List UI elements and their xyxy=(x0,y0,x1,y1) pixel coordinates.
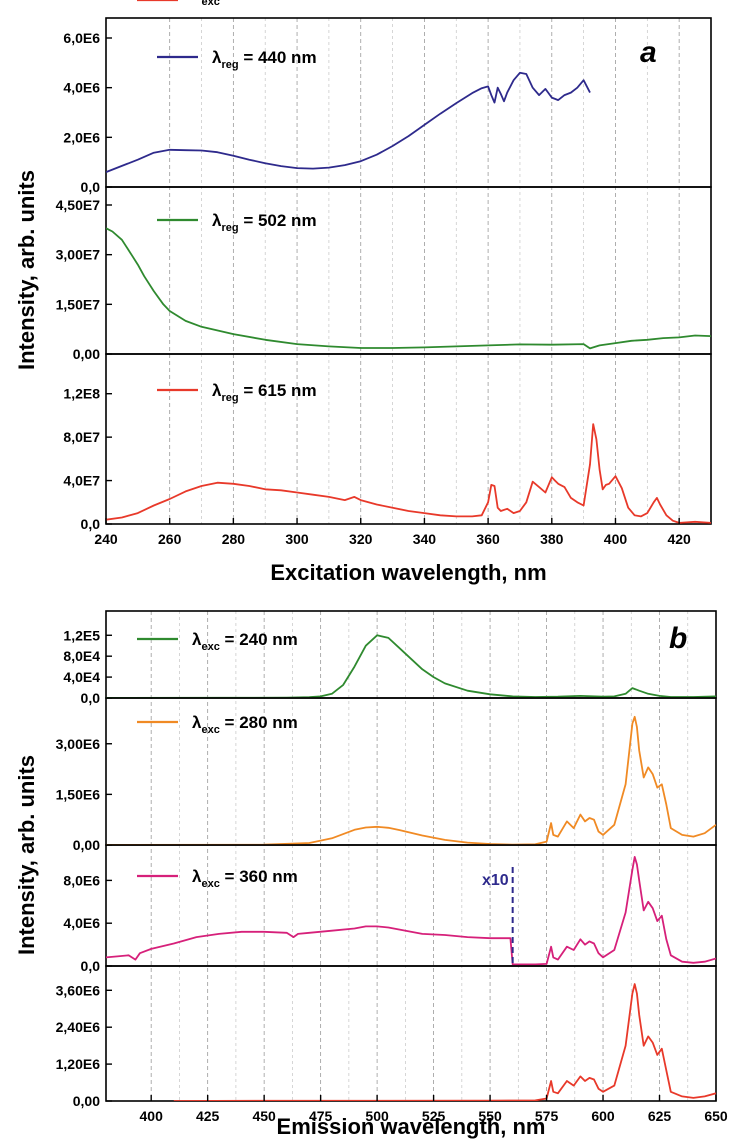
y-axis-title: Intensity, arb. units xyxy=(14,755,39,955)
y-tick-label: 3,00E6 xyxy=(56,736,101,752)
y-tick-label: 2,40E6 xyxy=(56,1019,101,1035)
series-line xyxy=(173,983,716,1101)
x-tick-label: 500 xyxy=(365,1108,389,1124)
x-tick-label: 400 xyxy=(604,531,628,547)
series-line xyxy=(106,856,716,966)
x-tick-label: 420 xyxy=(667,531,691,547)
y-tick-label: 0,0 xyxy=(81,958,101,974)
y-tick-label: 0,0 xyxy=(81,690,101,706)
y-tick-label: 8,0E6 xyxy=(63,872,100,888)
series-line xyxy=(106,423,711,524)
subplot-frame xyxy=(105,965,717,1102)
x-tick-label: 650 xyxy=(704,1108,728,1124)
x-tick-label: 300 xyxy=(285,531,309,547)
legend-label: λexc = 360 nm xyxy=(192,867,298,890)
x-tick-label: 380 xyxy=(540,531,564,547)
x-tick-label: 340 xyxy=(413,531,437,547)
y-tick-label: 3,60E6 xyxy=(56,982,101,998)
legend-label: λexc = 393 nm xyxy=(192,0,298,8)
legend-label: λexc = 240 nm xyxy=(192,630,298,653)
legend-label: λreg = 615 nm xyxy=(212,381,317,404)
subplot-frame xyxy=(105,610,717,699)
subplot-frame xyxy=(105,353,712,525)
x-tick-label: 320 xyxy=(349,531,373,547)
y-tick-label: 4,0E6 xyxy=(63,915,100,931)
x-axis-title: Excitation wavelength, nm xyxy=(270,560,546,585)
y-tick-label: 0,0 xyxy=(81,516,101,532)
x-tick-label: 360 xyxy=(476,531,500,547)
series-line xyxy=(106,227,711,350)
legend-label: λexc = 280 nm xyxy=(192,713,298,736)
x-tick-label: 600 xyxy=(591,1108,615,1124)
panel-b: 0,0 4,0E4 8,0E4 1,2E5 λexc = 240 nm 0,00 1,50E… xyxy=(14,0,728,1139)
y-tick-label: 4,0E6 xyxy=(63,80,100,96)
subplot-frame xyxy=(105,844,717,967)
subplot-frame xyxy=(105,17,712,188)
y-tick-label: 1,2E8 xyxy=(63,386,100,402)
y-tick-label: 1,2E5 xyxy=(63,627,100,643)
x-tick-label: 625 xyxy=(648,1108,672,1124)
y-tick-label: 6,0E6 xyxy=(63,30,100,46)
y-tick-label: 4,0E4 xyxy=(63,669,100,685)
y-tick-label: 0,00 xyxy=(73,837,100,853)
y-tick-label: 4,50E7 xyxy=(56,197,101,213)
y-tick-label: 8,0E4 xyxy=(63,648,100,664)
x-tick-label: 475 xyxy=(309,1108,333,1124)
y-tick-label: 0,0 xyxy=(81,179,101,195)
panel-a: 0,0 2,0E6 4,0E6 6,0E6 λreg = 440 nm 0,00 1,50E… xyxy=(14,17,712,585)
scale-marker-label: x10 xyxy=(482,872,509,889)
y-axis-title: Intensity, arb. units xyxy=(14,170,39,370)
x-tick-label: 425 xyxy=(196,1108,220,1124)
x-tick-label: 450 xyxy=(252,1108,276,1124)
y-tick-label: 0,00 xyxy=(73,1093,100,1109)
x-tick-label: 400 xyxy=(140,1108,164,1124)
y-tick-label: 4,0E7 xyxy=(63,473,100,489)
x-tick-label: 240 xyxy=(94,531,118,547)
x-tick-label: 575 xyxy=(535,1108,559,1124)
series-line xyxy=(106,71,591,173)
y-tick-label: 8,0E7 xyxy=(63,429,100,445)
legend-label: λreg = 502 nm xyxy=(212,211,317,234)
series-line xyxy=(106,715,716,845)
x-axis-title: Emission wavelength, nm xyxy=(277,1114,546,1139)
panel-tag: a xyxy=(640,36,657,69)
x-tick-label: 260 xyxy=(158,531,182,547)
panel-tag: b xyxy=(669,622,687,655)
x-tick-label: 550 xyxy=(478,1108,502,1124)
x-tick-label: 525 xyxy=(422,1108,446,1124)
y-tick-label: 1,20E6 xyxy=(56,1056,101,1072)
subplot-frame xyxy=(105,186,712,355)
y-tick-label: 1,50E7 xyxy=(56,296,101,312)
y-tick-label: 3,00E7 xyxy=(56,247,101,263)
x-tick-label: 280 xyxy=(222,531,246,547)
y-tick-label: 1,50E6 xyxy=(56,786,101,802)
legend-label: λreg = 440 nm xyxy=(212,48,317,71)
series-line xyxy=(106,634,716,698)
y-tick-label: 2,0E6 xyxy=(63,129,100,145)
y-tick-label: 0,00 xyxy=(73,346,100,362)
